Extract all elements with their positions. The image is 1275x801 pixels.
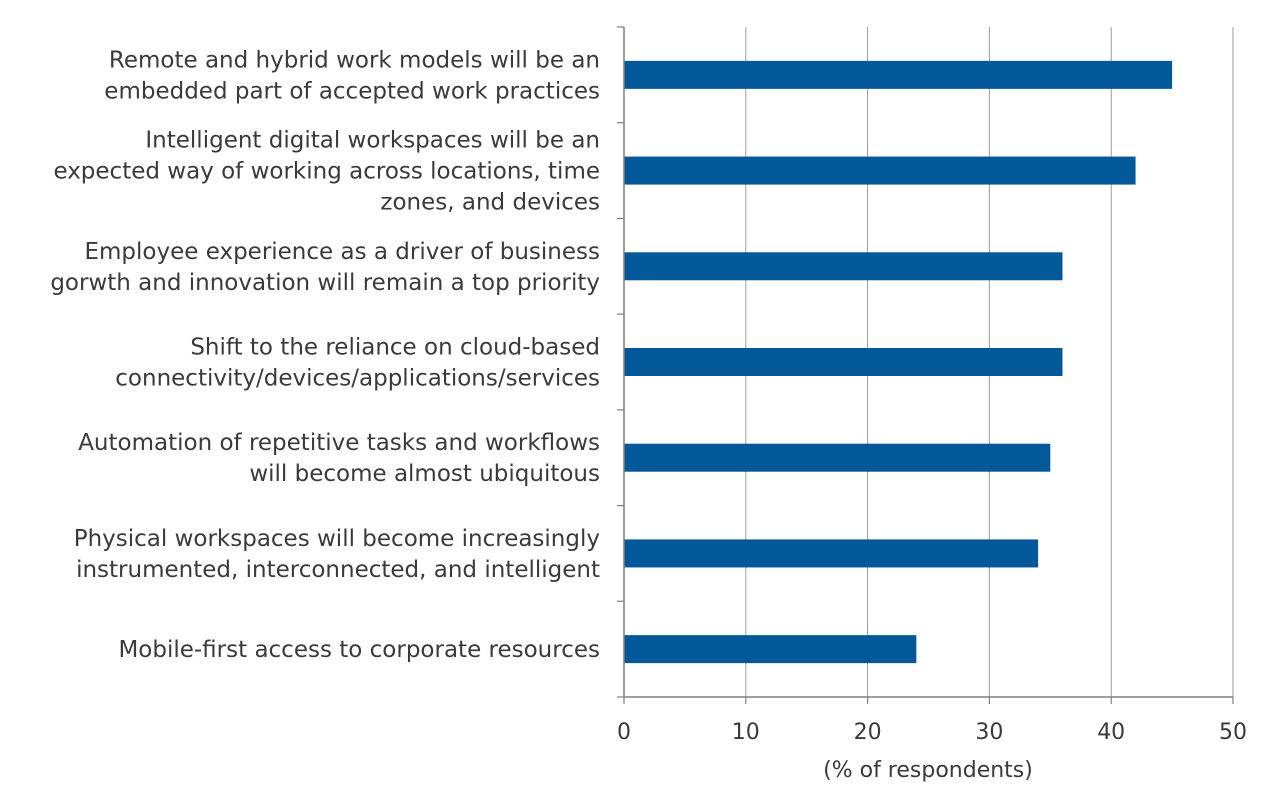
category-label: Remote and hybrid work models will be an… (104, 47, 600, 104)
category-label: Employee experience as a driver of busin… (50, 239, 600, 296)
bar (624, 60, 1173, 89)
x-tick-label: 0 (617, 720, 631, 745)
bar (624, 252, 1063, 281)
axis-layer (617, 26, 1234, 704)
category-label: Physical workspaces will become increasi… (74, 526, 600, 583)
x-tick-labels: 0 10 20 30 40 50 (617, 720, 1247, 745)
x-tick-label: 50 (1219, 720, 1247, 745)
x-tick-label: 20 (854, 720, 882, 745)
bar-layer (624, 60, 1173, 664)
bar (624, 443, 1051, 472)
category-label: Shift to the reliance on cloud-based conn… (115, 335, 600, 392)
category-labels: Remote and hybrid work models will be an… (50, 47, 600, 663)
x-tick-label: 30 (975, 720, 1003, 745)
bar (624, 156, 1136, 185)
x-tick-label: 40 (1097, 720, 1125, 745)
category-label: Mobile-first access to corporate resourc… (118, 637, 600, 663)
bar (624, 539, 1039, 568)
bar (624, 348, 1063, 376)
category-label: Automation of repetitive tasks and workf… (78, 430, 600, 487)
x-tick-label: 10 (732, 720, 760, 745)
bar (624, 635, 917, 664)
x-axis-title: (% of respondents) (823, 758, 1033, 783)
category-label: Intelligent digital workspaces will be a… (53, 128, 600, 216)
